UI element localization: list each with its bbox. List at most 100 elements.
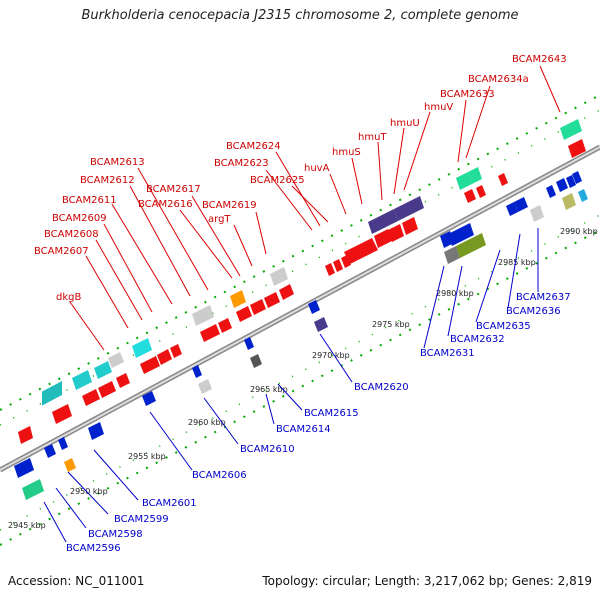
gene-label: BCAM2637 xyxy=(516,292,571,303)
gene xyxy=(374,229,392,248)
gene xyxy=(464,189,476,203)
gene-label: BCAM2596 xyxy=(66,543,121,554)
gene xyxy=(18,426,33,444)
gene-label: BCAM2613 xyxy=(90,157,145,168)
genome-summary-text: Topology: circular; Length: 3,217,062 bp… xyxy=(262,574,592,588)
gene xyxy=(132,338,152,358)
gene xyxy=(476,185,486,198)
gene-label: BCAM2619 xyxy=(202,200,257,211)
gene-label: hmuT xyxy=(358,132,387,143)
gene-label: BCAM2609 xyxy=(52,213,107,224)
gene xyxy=(250,299,266,315)
forward-misc xyxy=(42,119,582,406)
gene-label: BCAM2631 xyxy=(420,348,475,359)
gene xyxy=(394,196,424,221)
gene-label: BCAM2599 xyxy=(114,514,169,525)
gene xyxy=(116,373,130,388)
tick-label: 2970 kbp xyxy=(312,351,350,360)
tick-label: 2950 kbp xyxy=(70,487,108,496)
gene-label: BCAM2615 xyxy=(304,408,359,419)
gene xyxy=(192,365,202,378)
gene xyxy=(72,370,92,390)
tick-label: 2990 kbp xyxy=(560,227,598,236)
gene-label: BCAM2623 xyxy=(214,158,269,169)
tick-label: 2965 kbp xyxy=(250,385,288,394)
gene-label: hmuV xyxy=(424,102,453,113)
gene xyxy=(22,479,44,500)
gene xyxy=(82,389,100,406)
backbone xyxy=(0,144,600,473)
gene xyxy=(456,233,486,258)
gene xyxy=(456,172,472,190)
gene xyxy=(44,444,56,458)
gene-label: BCAM2632 xyxy=(450,334,505,345)
tick-label: 2945 kbp xyxy=(8,521,46,530)
gene xyxy=(88,422,104,440)
gene xyxy=(279,284,294,300)
tick-label: 2955 kbp xyxy=(128,452,166,461)
reverse-genes xyxy=(14,171,588,500)
gene-label: BCAM2612 xyxy=(80,175,135,186)
gene-label: BCAM2636 xyxy=(506,306,561,317)
forward-leaders xyxy=(69,65,561,351)
gene xyxy=(108,352,124,368)
gene xyxy=(142,391,156,406)
gene-label: argT xyxy=(208,214,231,225)
gene xyxy=(218,318,232,333)
gene-label: BCAM2608 xyxy=(44,229,99,240)
gene xyxy=(94,361,112,379)
gene xyxy=(444,246,460,264)
gene xyxy=(14,458,34,478)
gene xyxy=(333,259,343,272)
gene xyxy=(556,178,568,192)
gene xyxy=(192,305,214,326)
gene xyxy=(230,290,246,308)
forward-genes xyxy=(18,139,586,444)
gene xyxy=(344,238,378,264)
ruler-upper xyxy=(0,94,600,411)
gene xyxy=(568,139,586,158)
gene xyxy=(448,223,474,246)
gene xyxy=(514,197,528,212)
gene xyxy=(530,205,544,222)
gene-label: BCAM2614 xyxy=(276,424,331,435)
reverse-label-group: BCAM2596 BCAM2598 BCAM2599 BCAM2601 BCAM… xyxy=(66,292,571,554)
reverse-leaders xyxy=(43,228,539,543)
gene xyxy=(572,171,582,184)
gene-label: BCAM2601 xyxy=(142,498,197,509)
gene xyxy=(157,349,172,365)
gene-label: BCAM2610 xyxy=(240,444,295,455)
gene xyxy=(64,458,76,472)
map-title: Burkholderia cenocepacia J2315 chromosom… xyxy=(81,8,519,23)
gene-label: BCAM2606 xyxy=(192,470,247,481)
gene xyxy=(52,404,72,424)
gene xyxy=(140,356,160,374)
gene xyxy=(198,379,212,394)
tick-label: 2960 kbp xyxy=(188,418,226,427)
gene-label: BCAM2616 xyxy=(138,199,193,210)
tick-labels: 2945 kbp 2950 kbp 2955 kbp 2960 kbp 2965… xyxy=(8,227,598,530)
gene xyxy=(506,202,518,216)
forward-label-group: dkgB BCAM2607 BCAM2608 BCAM2609 BCAM2611… xyxy=(34,54,567,303)
gene xyxy=(566,175,576,188)
gene xyxy=(560,119,582,140)
gene-label: dkgB xyxy=(56,292,81,303)
gene xyxy=(42,381,62,406)
gene xyxy=(270,267,288,286)
ruler-lower xyxy=(0,229,600,546)
gene-label: BCAM2633 xyxy=(440,89,495,100)
accession-text: Accession: NC_011001 xyxy=(8,574,145,588)
gene-label: hmuS xyxy=(332,147,361,158)
gene xyxy=(236,306,252,322)
gene xyxy=(578,189,588,202)
gene xyxy=(546,185,556,198)
gene-label: BCAM2617 xyxy=(146,184,201,195)
gene xyxy=(314,317,328,332)
gene xyxy=(244,337,254,350)
gene-label: BCAM2625 xyxy=(250,175,305,186)
gene-label: BCAM2635 xyxy=(476,321,531,332)
gene xyxy=(341,255,351,268)
gene xyxy=(468,167,482,184)
gene-label: BCAM2624 xyxy=(226,141,281,152)
